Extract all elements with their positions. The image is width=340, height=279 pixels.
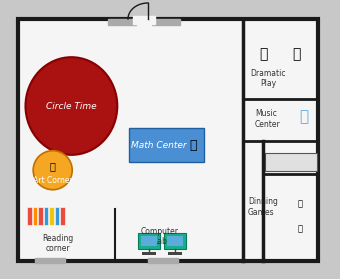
Bar bbox=[152, 19, 180, 25]
Text: 🗑: 🗑 bbox=[50, 161, 56, 171]
Bar bbox=[133, 16, 155, 24]
Text: 🏠: 🏠 bbox=[292, 47, 300, 61]
Bar bbox=[18, 19, 318, 261]
Bar bbox=[27, 207, 32, 225]
Bar bbox=[60, 207, 65, 225]
Bar bbox=[141, 236, 157, 246]
Bar bbox=[138, 233, 160, 249]
Bar bbox=[38, 207, 42, 225]
Text: Music
Center: Music Center bbox=[255, 109, 281, 129]
Text: 🧮: 🧮 bbox=[189, 139, 197, 151]
Circle shape bbox=[33, 151, 72, 190]
Text: Dramatic
Play: Dramatic Play bbox=[250, 69, 286, 88]
Text: Art Corner: Art Corner bbox=[33, 176, 72, 185]
Bar bbox=[168, 252, 182, 255]
Ellipse shape bbox=[26, 57, 117, 155]
Bar bbox=[35, 258, 65, 263]
Bar bbox=[49, 207, 53, 225]
Bar bbox=[164, 233, 186, 249]
Text: 🚗: 🚗 bbox=[298, 225, 303, 234]
Text: 🚗: 🚗 bbox=[298, 199, 303, 208]
Bar bbox=[108, 19, 136, 25]
Text: 🧸: 🧸 bbox=[259, 47, 267, 61]
Text: Reading
corner: Reading corner bbox=[42, 234, 74, 253]
Bar bbox=[167, 236, 183, 246]
Text: Circle Time: Circle Time bbox=[46, 102, 97, 110]
Text: Math Center: Math Center bbox=[131, 141, 187, 150]
Bar bbox=[265, 153, 317, 171]
Bar bbox=[129, 128, 204, 162]
Bar bbox=[54, 207, 59, 225]
Text: Dinning
Games: Dinning Games bbox=[248, 197, 278, 217]
Text: Computer
Lab: Computer Lab bbox=[141, 227, 179, 246]
Bar bbox=[142, 252, 156, 255]
Bar bbox=[33, 207, 37, 225]
Bar bbox=[148, 258, 178, 263]
Text: 🎵: 🎵 bbox=[300, 109, 309, 124]
Bar bbox=[44, 207, 48, 225]
